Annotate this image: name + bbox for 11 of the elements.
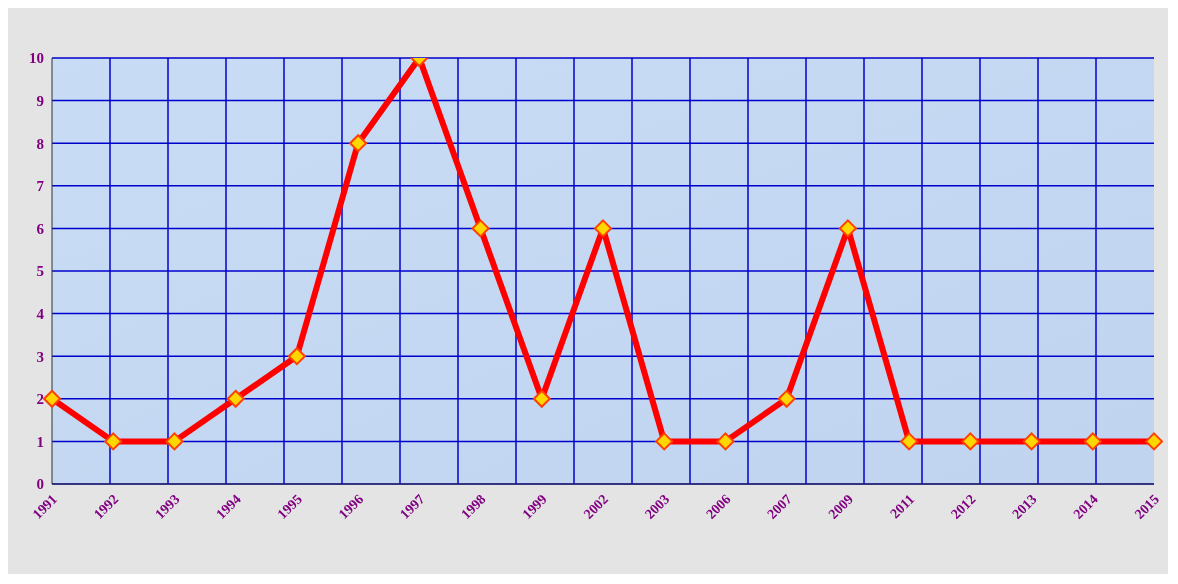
y-tick-label: 0 xyxy=(36,476,44,493)
y-tick-label: 7 xyxy=(36,178,45,195)
y-tick-label: 2 xyxy=(36,391,44,408)
y-tick-label: 3 xyxy=(36,348,44,365)
y-tick-label: 8 xyxy=(36,135,44,152)
y-tick-label: 5 xyxy=(36,263,44,280)
y-tick-label: 4 xyxy=(36,305,45,322)
y-tick-label: 10 xyxy=(29,50,44,67)
y-tick-label: 9 xyxy=(36,92,44,109)
y-tick-label: 6 xyxy=(36,220,45,237)
y-tick-label: 1 xyxy=(36,433,44,450)
